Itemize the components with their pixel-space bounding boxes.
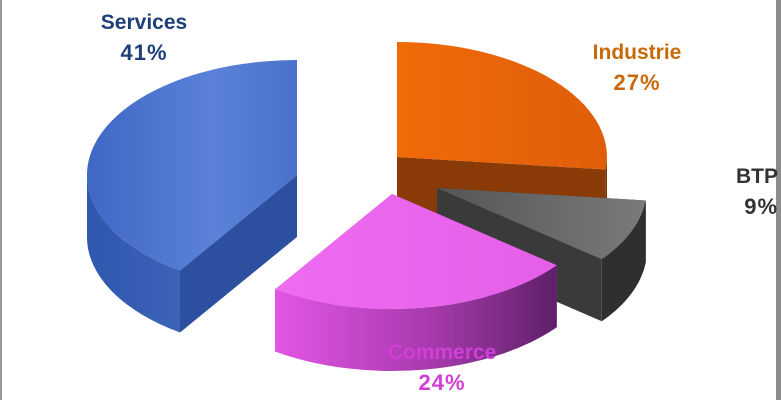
slice-side-commerce <box>274 265 557 371</box>
label-value-btp: 9% <box>744 194 778 219</box>
slice-top-btp <box>437 188 646 260</box>
label-value-industrie: 27% <box>613 70 661 95</box>
data-label-commerce: Commerce 24% <box>352 338 532 398</box>
label-name-btp: BTP <box>736 165 778 188</box>
slice-services <box>87 60 297 333</box>
slice-side-btp <box>601 200 646 322</box>
label-name-services: Services <box>100 11 188 34</box>
slice-top-services <box>87 60 297 271</box>
data-label-industrie: Industrie 27% <box>562 38 712 98</box>
label-value-commerce: 24% <box>418 370 466 395</box>
slice-top-commerce <box>274 194 557 309</box>
data-label-btp: BTP 9% <box>708 162 778 222</box>
data-label-services: Services 41% <box>64 8 224 68</box>
slice-commerce <box>274 194 557 371</box>
slice-wall-services-0 <box>179 175 297 333</box>
slice-top-industrie <box>397 42 607 170</box>
label-value-services: 41% <box>120 40 168 65</box>
label-name-commerce: Commerce <box>387 341 497 364</box>
slice-side-services <box>87 175 180 333</box>
label-name-industrie: Industrie <box>592 41 682 64</box>
